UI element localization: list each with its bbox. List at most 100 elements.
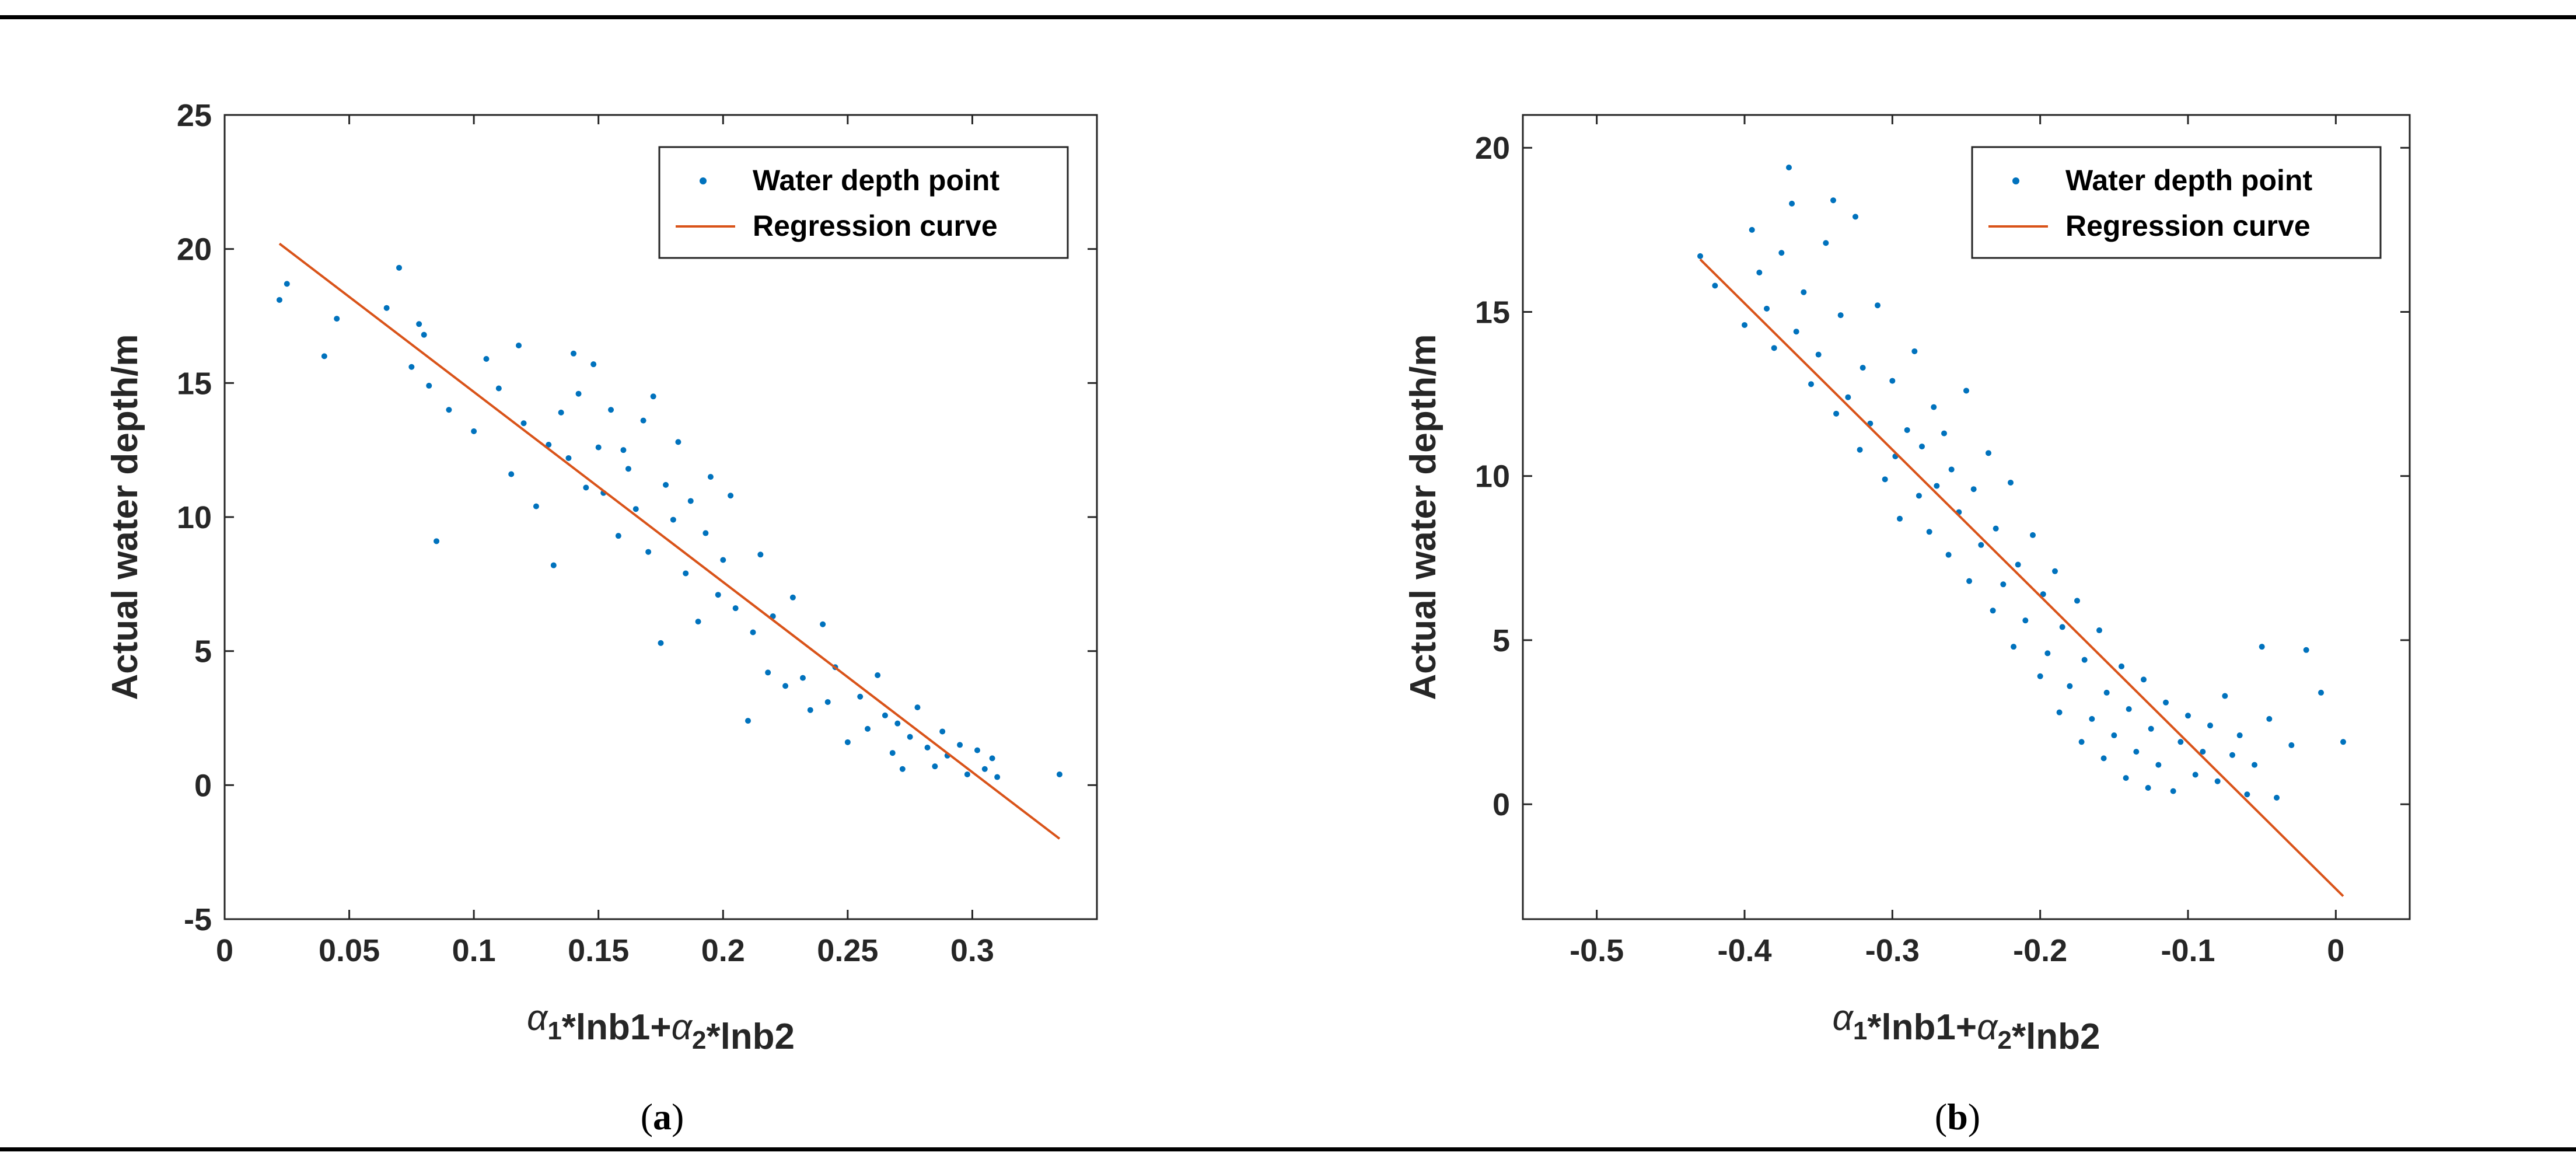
data-point: [675, 439, 681, 445]
x-axis-label: α1*lnb1+α2*lnb2: [1832, 998, 2100, 1057]
panel-letter: b: [1947, 1096, 1968, 1137]
data-point: [2200, 749, 2206, 755]
data-point: [1742, 322, 1747, 328]
data-point: [575, 390, 582, 397]
data-point: [1845, 394, 1851, 400]
x-tick-label: 0: [216, 933, 233, 968]
data-point: [2222, 693, 2228, 699]
data-point: [894, 720, 901, 727]
data-point: [1793, 329, 1799, 335]
x-tick-label: 0.25: [817, 933, 878, 968]
data-point: [1882, 476, 1888, 483]
data-point: [2163, 699, 2169, 706]
data-point: [882, 712, 888, 718]
legend: Water depth point Regression curve: [658, 146, 1069, 259]
data-point: [670, 516, 676, 523]
panel-label: (b): [1935, 1096, 1980, 1137]
data-point: [715, 592, 721, 598]
y-tick-label: 5: [1493, 623, 1510, 658]
data-point: [889, 750, 896, 756]
data-point: [2133, 749, 2140, 755]
data-point: [1808, 381, 1814, 387]
data-point: [1875, 302, 1881, 309]
data-point: [732, 605, 739, 612]
bottom-rule: [0, 1147, 2576, 1151]
data-point: [820, 621, 826, 627]
data-point: [2067, 683, 2073, 689]
x-tick-label: 0: [2327, 933, 2344, 968]
data-point: [416, 321, 422, 327]
data-point: [2126, 706, 2132, 713]
data-point: [2229, 752, 2235, 758]
data-point: [1990, 608, 1996, 614]
data-point: [1712, 282, 1718, 289]
data-point: [2259, 644, 2265, 650]
data-point: [1926, 529, 1932, 535]
data-point: [875, 672, 881, 679]
data-point: [1833, 410, 1840, 417]
data-point: [1786, 164, 1792, 170]
data-point: [707, 474, 714, 480]
y-tick-label: 20: [1475, 131, 1510, 166]
data-point: [1756, 269, 1763, 275]
data-point: [2148, 725, 2154, 732]
data-point: [632, 506, 639, 512]
data-point: [2236, 732, 2243, 739]
x-tick-label: 0.2: [701, 933, 745, 968]
data-point: [495, 385, 502, 392]
data-point: [683, 570, 689, 577]
data-point: [1857, 446, 1863, 453]
data-point: [2081, 657, 2088, 663]
legend-label-points: Water depth point: [753, 164, 999, 197]
x-tick-label: 0.15: [568, 933, 629, 968]
data-point: [550, 562, 557, 568]
data-point: [1963, 387, 1969, 394]
panel-letter: a: [653, 1096, 672, 1137]
x-tick-label: 0.3: [950, 933, 994, 968]
data-point: [2008, 479, 2014, 486]
data-point: [1697, 253, 1703, 259]
data-point: [2011, 644, 2017, 650]
data-point: [1941, 430, 1947, 437]
data-point: [2266, 715, 2273, 722]
y-tick-label: 10: [1475, 459, 1510, 494]
data-point: [508, 471, 515, 477]
data-point: [765, 669, 771, 676]
data-point: [782, 683, 789, 689]
y-tick-label: 5: [194, 634, 212, 669]
data-point: [1993, 525, 1999, 532]
y-tick-label: 20: [177, 232, 212, 267]
data-point: [565, 455, 572, 461]
data-point: [533, 503, 539, 509]
data-point: [2318, 689, 2324, 696]
data-point: [702, 530, 709, 536]
data-point: [720, 557, 726, 563]
data-point: [957, 742, 963, 748]
data-point: [907, 734, 913, 740]
data-point: [2056, 709, 2063, 715]
data-point: [1771, 345, 1777, 351]
data-point: [1948, 466, 1955, 473]
data-point: [650, 393, 656, 400]
data-point: [932, 763, 938, 770]
data-point: [2192, 771, 2198, 778]
data-point: [974, 747, 980, 753]
data-point: [658, 640, 664, 646]
data-point: [520, 420, 527, 427]
data-point: [434, 538, 440, 544]
data-point: [2274, 794, 2280, 801]
data-point: [964, 771, 970, 777]
data-point: [1815, 351, 1822, 358]
data-point: [914, 704, 921, 711]
data-point: [2123, 775, 2129, 781]
data-point: [2119, 663, 2124, 669]
data-point: [2015, 561, 2021, 568]
data-point: [2103, 689, 2110, 696]
data-point: [483, 355, 490, 362]
data-point: [2078, 739, 2085, 745]
data-point: [1830, 197, 1836, 204]
y-tick-label: 0: [194, 768, 212, 803]
data-point: [396, 264, 402, 271]
data-point: [2037, 673, 2043, 679]
data-point: [2100, 755, 2107, 762]
